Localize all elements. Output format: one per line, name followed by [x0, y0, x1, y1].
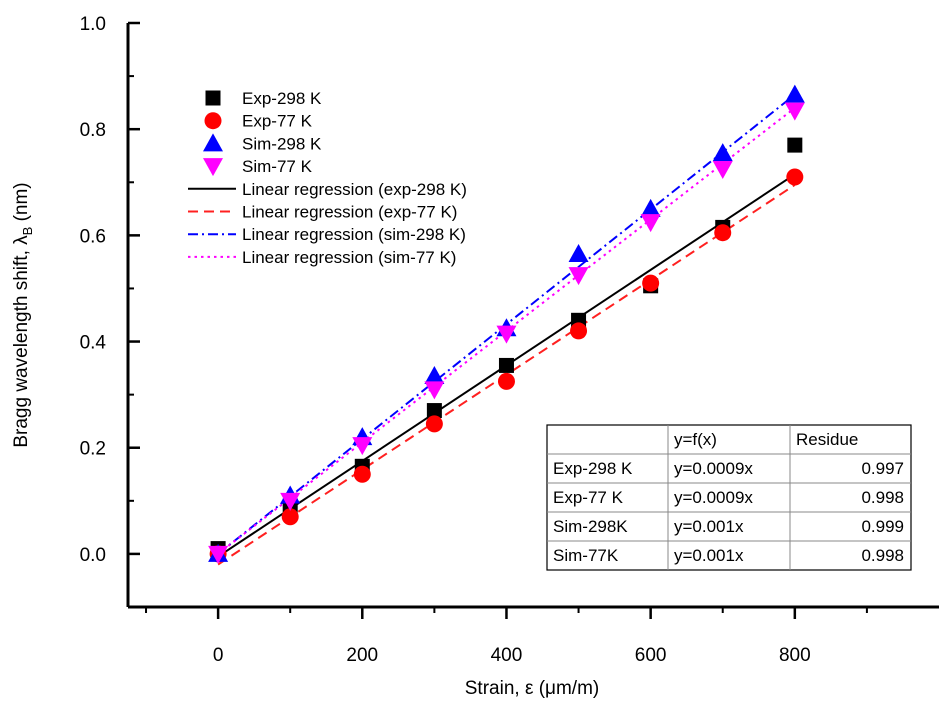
table-cell: y=0.001x — [674, 546, 744, 565]
data-point — [712, 161, 733, 179]
y-axis-title-main: Bragg wavelength shift, λ — [11, 235, 32, 448]
data-point — [352, 437, 373, 456]
table-cell: 0.997 — [861, 459, 904, 478]
data-point — [712, 143, 733, 162]
x-tick-label: 400 — [491, 645, 523, 666]
axes: 0.0 0.2 0.4 0.6 0.8 1.0 0 200 400 600 800 — [80, 14, 939, 666]
data-point — [784, 102, 805, 121]
legend-marker — [205, 90, 221, 106]
data-point — [208, 545, 229, 564]
legend-label: Linear regression (exp-77 K) — [242, 203, 457, 222]
data-point — [426, 403, 442, 419]
legend-label: Linear regression (sim-298 K) — [242, 225, 466, 244]
table-border — [546, 424, 912, 571]
legend-label: Linear regression (exp-298 K) — [242, 180, 467, 199]
data-point — [568, 267, 589, 286]
x-tick-label: 200 — [346, 645, 378, 666]
x-tick-label: 0 — [213, 645, 224, 666]
table-cell: 0.998 — [861, 488, 904, 507]
data-point — [714, 224, 732, 242]
data-point — [425, 415, 443, 433]
table-cell: 0.999 — [861, 517, 904, 536]
legend: Exp-298 K Exp-77 K Sim-298 K Sim-77 K Linear… — [188, 89, 467, 267]
table-cell: y=0.0009x — [674, 459, 753, 478]
x-axis-title: Strain, ε (μm/m) — [465, 678, 599, 699]
data-point — [784, 84, 805, 103]
y-tick-label: 0.2 — [80, 439, 106, 460]
table-cell: y=0.0009x — [674, 488, 753, 507]
data-point — [281, 508, 299, 526]
data-point — [642, 274, 660, 292]
table-cell: Sim-77K — [553, 546, 619, 565]
y-axis-title-subscript: B — [20, 227, 35, 236]
table-cell: Exp-77 K — [553, 488, 624, 507]
legend-label: Exp-77 K — [242, 112, 313, 131]
y-tick-label: 0.8 — [80, 120, 106, 141]
fit-table: y=f(x) Residue Exp-298 K y=0.0009x 0.997 Exp-… — [546, 424, 912, 571]
data-point — [353, 465, 371, 483]
data-points — [208, 84, 805, 564]
x-tick-label: 600 — [635, 645, 667, 666]
legend-label: Sim-77 K — [242, 157, 313, 176]
y-tick-label: 0.4 — [80, 333, 107, 354]
data-point — [424, 366, 445, 385]
data-point — [424, 381, 445, 400]
y-axis-title-unit: (nm) — [11, 182, 32, 226]
table-cell: y=0.001x — [674, 517, 744, 536]
table-cell: Exp-298 K — [553, 459, 633, 478]
data-point — [640, 198, 661, 217]
y-axis-title: Bragg wavelength shift, λB (nm) — [11, 182, 35, 447]
legend-marker — [203, 133, 223, 152]
data-point — [496, 325, 517, 344]
data-point — [787, 137, 803, 153]
legend-label: Linear regression (sim-77 K) — [242, 248, 456, 267]
legend-label: Sim-298 K — [242, 134, 322, 153]
x-tick-label: 800 — [779, 645, 811, 666]
y-tick-label: 0.0 — [80, 545, 106, 566]
table-cell: 0.998 — [861, 546, 904, 565]
y-tick-label: 0.6 — [80, 226, 106, 247]
data-point — [497, 372, 515, 390]
legend-marker — [204, 112, 222, 130]
table-header-cell: y=f(x) — [674, 430, 717, 449]
data-point — [498, 357, 514, 373]
table-cell: Sim-298K — [553, 517, 628, 536]
y-tick-label: 1.0 — [80, 14, 106, 35]
table-header-cell: Residue — [796, 430, 858, 449]
data-point — [280, 492, 301, 511]
data-point — [640, 214, 661, 233]
data-point — [570, 322, 588, 340]
data-point — [568, 243, 589, 262]
legend-label: Exp-298 K — [242, 89, 322, 108]
legend-marker — [203, 158, 223, 177]
data-point — [786, 168, 804, 186]
